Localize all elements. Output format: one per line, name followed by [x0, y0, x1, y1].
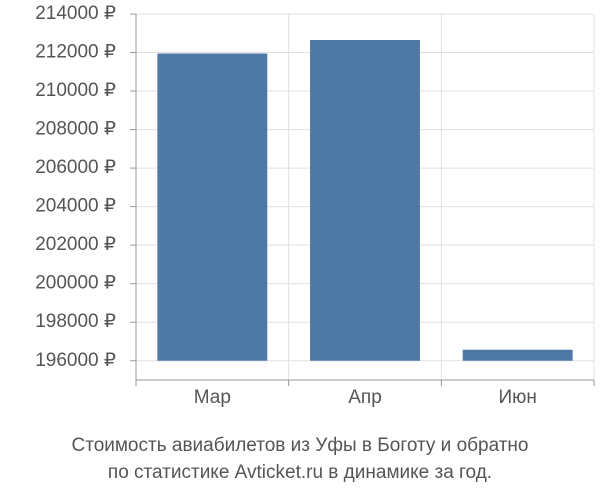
y-tick-label: 202000 ₽ [35, 234, 116, 255]
y-tick-label: 208000 ₽ [35, 119, 116, 140]
y-tick-label: 212000 ₽ [35, 42, 116, 63]
bar [462, 349, 573, 361]
y-tick-label: 210000 ₽ [35, 80, 116, 101]
x-tick-label: Мар [194, 387, 231, 408]
y-tick-label: 198000 ₽ [35, 311, 116, 332]
chart-title: по статистике Avticket.ru в динамике за … [108, 462, 492, 483]
y-tick-label: 204000 ₽ [35, 196, 116, 217]
y-tick-label: 206000 ₽ [35, 157, 116, 178]
y-tick-label: 214000 ₽ [35, 3, 116, 24]
x-tick-label: Июн [498, 387, 536, 408]
x-tick-label: Апр [348, 387, 382, 408]
y-tick-label: 196000 ₽ [35, 350, 116, 371]
chart-title: Стоимость авиабилетов из Уфы в Боготу и … [71, 435, 528, 456]
y-tick-label: 200000 ₽ [35, 273, 116, 294]
bar [157, 53, 268, 361]
bar [310, 40, 420, 361]
